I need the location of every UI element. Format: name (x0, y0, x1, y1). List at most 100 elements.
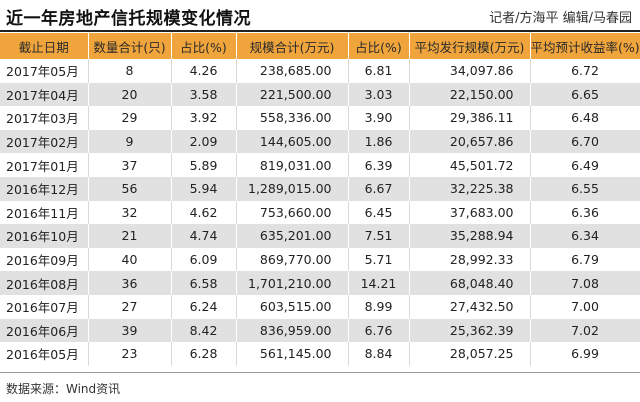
table-row: 2017年04月 20 3.58 221,500.00 3.03 22,150.00 6.6… (0, 82, 640, 107)
avg-yield-cell: 6.34 (530, 224, 640, 248)
date-cell: 2017年02月 (0, 129, 89, 154)
scale-share-cell: 3.03 (348, 82, 410, 107)
avg-scale-cell: 32,225.38 (409, 176, 531, 201)
count-cell: 36 (88, 271, 172, 295)
scale-cell: 238,685.00 (236, 59, 349, 83)
scale-cell: 221,500.00 (236, 82, 349, 107)
count-share-cell: 5.94 (171, 176, 237, 201)
avg-yield-cell: 6.79 (530, 247, 640, 272)
avg-scale-cell: 29,386.11 (409, 106, 531, 130)
avg-scale-cell: 68,048.40 (409, 271, 531, 295)
scale-cell: 144,605.00 (236, 129, 349, 154)
scale-share-cell: 8.84 (348, 342, 410, 366)
table-row: 2016年06月 39 8.42 836,959.00 6.76 25,362.39 7.0… (0, 318, 640, 343)
header-count: 数量合计(只) (88, 33, 172, 59)
avg-scale-cell: 27,432.50 (409, 294, 531, 319)
avg-scale-cell: 35,288.94 (409, 224, 531, 248)
scale-cell: 753,660.00 (236, 200, 349, 225)
header-scale: 规模合计(万元) (236, 33, 349, 59)
avg-yield-cell: 6.65 (530, 82, 640, 107)
scale-cell: 635,201.00 (236, 224, 349, 248)
date-cell: 2016年11月 (0, 200, 89, 225)
count-cell: 37 (88, 153, 172, 177)
scale-share-cell: 5.71 (348, 247, 410, 272)
date-cell: 2016年12月 (0, 176, 89, 201)
scale-cell: 1,289,015.00 (236, 176, 349, 201)
count-share-cell: 4.74 (171, 224, 237, 248)
avg-yield-cell: 7.08 (530, 271, 640, 295)
scale-cell: 561,145.00 (236, 342, 349, 366)
table-row: 2016年12月 56 5.94 1,289,015.00 6.67 32,225.38 6… (0, 176, 640, 201)
avg-yield-cell: 6.70 (530, 129, 640, 154)
scale-cell: 603,515.00 (236, 294, 349, 319)
scale-share-cell: 3.90 (348, 106, 410, 130)
author-credit: 记者/方海平 编辑/马春园 (489, 11, 632, 26)
date-cell: 2016年06月 (0, 318, 89, 343)
count-share-cell: 6.58 (171, 271, 237, 295)
date-cell: 2017年05月 (0, 59, 89, 83)
table-row: 2016年11月 32 4.62 753,660.00 6.45 37,683.00 6.3… (0, 200, 640, 225)
header-scale-share: 占比(%) (348, 33, 410, 59)
count-cell: 56 (88, 176, 172, 201)
avg-yield-cell: 7.02 (530, 318, 640, 343)
count-share-cell: 4.62 (171, 200, 237, 225)
scale-cell: 1,701,210.00 (236, 271, 349, 295)
table-bottom-rule (0, 372, 640, 373)
avg-scale-cell: 34,097.86 (409, 59, 531, 83)
header-avg-yield: 平均预计收益率(%) (530, 33, 640, 59)
date-cell: 2016年05月 (0, 342, 89, 366)
avg-yield-cell: 6.48 (530, 106, 640, 130)
avg-yield-cell: 6.72 (530, 59, 640, 83)
avg-scale-cell: 28,992.33 (409, 247, 531, 272)
avg-scale-cell: 20,657.86 (409, 129, 531, 154)
avg-yield-cell: 6.36 (530, 200, 640, 225)
count-cell: 29 (88, 106, 172, 130)
count-share-cell: 4.26 (171, 59, 237, 83)
count-cell: 8 (88, 59, 172, 83)
count-share-cell: 6.28 (171, 342, 237, 366)
table-row: 2016年10月 21 4.74 635,201.00 7.51 35,288.94 6.3… (0, 224, 640, 248)
table-row: 2016年05月 23 6.28 561,145.00 8.84 28,057.25 6.9… (0, 342, 640, 366)
date-cell: 2016年09月 (0, 247, 89, 272)
date-cell: 2016年10月 (0, 224, 89, 248)
header-avg-scale: 平均发行规模(万元) (409, 33, 531, 59)
table-row: 2016年08月 36 6.58 1,701,210.00 14.21 68,048.40… (0, 271, 640, 295)
table-row: 2017年01月 37 5.89 819,031.00 6.39 45,501.72 6.4… (0, 153, 640, 177)
scale-share-cell: 6.45 (348, 200, 410, 225)
count-cell: 21 (88, 224, 172, 248)
date-cell: 2017年04月 (0, 82, 89, 107)
count-cell: 27 (88, 294, 172, 319)
header-count-share: 占比(%) (171, 33, 237, 59)
avg-scale-cell: 37,683.00 (409, 200, 531, 225)
avg-scale-cell: 25,362.39 (409, 318, 531, 343)
data-source: 数据来源：Wind资讯 (6, 382, 121, 396)
table-row: 2017年03月 29 3.92 558,336.00 3.90 29,386.11 6.4… (0, 106, 640, 130)
count-cell: 32 (88, 200, 172, 225)
count-share-cell: 3.92 (171, 106, 237, 130)
table-row: 2016年07月 27 6.24 603,515.00 8.99 27,432.50 7.0… (0, 294, 640, 319)
table-row: 2017年05月 8 4.26 238,685.00 6.81 34,097.86 6.72 (0, 59, 640, 83)
avg-scale-cell: 45,501.72 (409, 153, 531, 177)
table-row: 2017年02月 9 2.09 144,605.00 1.86 20,657.86 6.70 (0, 129, 640, 154)
avg-yield-cell: 6.55 (530, 176, 640, 201)
trust-scale-table: 截止日期 数量合计(只) 占比(%) 规模合计(万元) 占比(%) 平均发行规模… (0, 33, 640, 366)
date-cell: 2017年03月 (0, 106, 89, 130)
scale-share-cell: 1.86 (348, 129, 410, 154)
count-share-cell: 6.09 (171, 247, 237, 272)
table-header-row: 截止日期 数量合计(只) 占比(%) 规模合计(万元) 占比(%) 平均发行规模… (0, 33, 640, 59)
scale-share-cell: 14.21 (348, 271, 410, 295)
count-share-cell: 3.58 (171, 82, 237, 107)
scale-share-cell: 7.51 (348, 224, 410, 248)
count-share-cell: 8.42 (171, 318, 237, 343)
avg-yield-cell: 7.00 (530, 294, 640, 319)
scale-cell: 836,959.00 (236, 318, 349, 343)
table-body: 2017年05月 8 4.26 238,685.00 6.81 34,097.86 6.72… (0, 59, 640, 366)
scale-share-cell: 6.39 (348, 153, 410, 177)
count-share-cell: 2.09 (171, 129, 237, 154)
avg-yield-cell: 6.49 (530, 153, 640, 177)
scale-cell: 869,770.00 (236, 247, 349, 272)
count-cell: 40 (88, 247, 172, 272)
avg-scale-cell: 28,057.25 (409, 342, 531, 366)
scale-share-cell: 8.99 (348, 294, 410, 319)
date-cell: 2016年07月 (0, 294, 89, 319)
